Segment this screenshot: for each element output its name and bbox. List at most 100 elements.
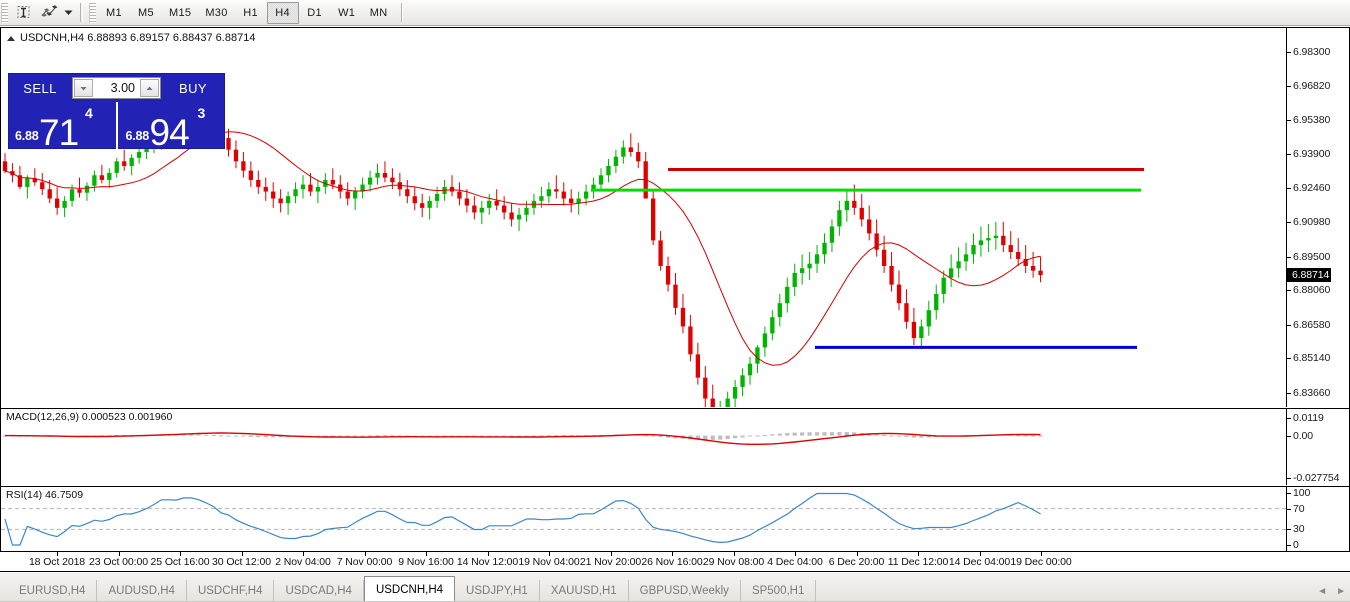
indicators-icon[interactable] [37, 2, 61, 24]
sell-price-quote[interactable]: 6.88 71 4 [9, 102, 116, 149]
rsi-tick [1287, 508, 1291, 510]
timeframe-button-m30[interactable]: M30 [205, 6, 228, 19]
price-tick-label: 6.93900 [1293, 148, 1331, 161]
time-tick [180, 552, 181, 556]
time-axis[interactable]: 18 Oct 2018 23 Oct 00:00 25 Oct 16:00 30 Oc… [0, 552, 1350, 572]
timeframe-button-d1[interactable]: D1 [307, 6, 322, 19]
chart-window: USDCNH,H4 6.88893 6.89157 6.88437 6.8871… [0, 27, 1350, 552]
chart-tab-gbpusd-weekly[interactable]: GBPUSD,Weekly [629, 580, 741, 602]
price-tick-label: 6.95380 [1293, 113, 1331, 126]
rsi-tick [1287, 529, 1291, 531]
chart-tab-usdcad-h4[interactable]: USDCAD,H4 [274, 580, 364, 602]
macd-scale[interactable]: 0.0119 0.00 -0.027754 [1286, 409, 1349, 485]
rsi-plot-area[interactable] [1, 487, 1286, 551]
rsi-tick-label: 100 [1293, 487, 1311, 499]
chevron-down-icon[interactable] [62, 2, 75, 24]
time-tick [426, 552, 427, 556]
time-tick-label: 4 Dec 04:00 [767, 556, 823, 568]
time-tick-label: 11 Dec 12:00 [887, 556, 949, 568]
price-tick-label: 6.88060 [1293, 284, 1331, 297]
time-tick-label: 21 Nov 20:00 [579, 556, 642, 568]
crosshair-cursor-icon[interactable] [11, 2, 35, 24]
price-tick [1287, 52, 1291, 53]
volume-increment-button[interactable] [140, 79, 159, 97]
volume-input[interactable]: 3.00 [94, 78, 139, 98]
price-tick-label: 6.92460 [1293, 181, 1331, 194]
time-tick [918, 552, 919, 556]
timeframe-button-h1[interactable]: H1 [243, 6, 258, 19]
time-tick-label: 14 Nov 12:00 [456, 556, 519, 568]
toolbar-grip-2[interactable] [89, 2, 96, 23]
price-tick [1287, 86, 1291, 88]
macd-tick-label: 0.0119 [1293, 412, 1324, 424]
rsi-tick-label: 0 [1293, 539, 1299, 551]
chart-tab-usdcnh-h4[interactable]: USDCNH,H4 [363, 576, 456, 602]
macd-tick [1287, 435, 1291, 437]
time-tick [856, 552, 858, 556]
price-tick [1287, 187, 1291, 189]
price-tick [1287, 119, 1291, 121]
price-tick-label: 6.98300 [1293, 46, 1331, 58]
one-click-trading-panel[interactable]: SELL 3.00 BUY 6.88 71 [8, 73, 225, 149]
rsi-label: RSI(14) 46.7509 [6, 489, 84, 501]
sell-button[interactable]: SELL [23, 80, 57, 96]
buy-price-big: 94 [149, 112, 190, 149]
chart-tab-usdchf-h4[interactable]: USDCHF,H4 [187, 580, 275, 602]
time-tick-label: 6 Dec 20:00 [828, 556, 885, 568]
candlestick-series [2, 91, 1144, 407]
chart-tab-audusd-h4[interactable]: AUDUSD,H4 [97, 580, 187, 602]
macd-plot-area[interactable] [1, 409, 1286, 485]
buy-button[interactable]: BUY [179, 80, 207, 96]
chart-tab-xauusd-h1[interactable]: XAUUSD,H1 [540, 580, 629, 602]
time-tick-label: 9 Nov 16:00 [398, 556, 454, 568]
time-tick [549, 552, 550, 556]
macd-tick [1287, 418, 1291, 419]
main-toolbar: M1 M5 M15 M30 H1 H4 D1 W1 MN [0, 0, 1350, 26]
macd-tick [1287, 478, 1291, 479]
timeframe-button-h4[interactable]: H4 [266, 1, 299, 24]
volume-decrement-button[interactable] [74, 79, 93, 97]
tab-scroll-right-icon[interactable]: ► [1336, 586, 1346, 597]
time-tick-label: 29 Nov 08:00 [702, 556, 765, 568]
timeframe-button-mn[interactable]: MN [369, 6, 388, 19]
timeframe-button-w1[interactable]: W1 [338, 6, 356, 19]
timeframe-button-m15[interactable]: M15 [169, 6, 192, 19]
buy-price-quote[interactable]: 6.88 94 3 [115, 102, 225, 149]
tab-scroll-controls[interactable]: ◄ ► [1317, 586, 1346, 597]
macd-label: MACD(12,26,9) 0.000523 0.001960 [6, 411, 173, 423]
time-tick-label: 23 Oct 00:00 [89, 556, 148, 568]
current-price-tag: 6.88714 [1287, 267, 1332, 282]
toolbar-separator [80, 3, 83, 22]
time-tick [672, 552, 673, 556]
sell-price-big: 71 [39, 112, 79, 149]
time-tick-label: 7 Nov 00:00 [336, 556, 393, 568]
rsi-pane[interactable]: RSI(14) 46.7509 100 70 30 0 [1, 486, 1349, 551]
price-tick-label: 6.96820 [1293, 80, 1331, 93]
price-scale[interactable]: 6.98300 6.96820 6.95380 6.93900 6.92460 6.909… [1286, 28, 1349, 432]
price-tick [1287, 324, 1291, 326]
macd-pane[interactable]: MACD(12,26,9) 0.000523 0.001960 0.0119 0.… [1, 408, 1349, 485]
toolbar-grip-1[interactable] [1, 2, 8, 23]
time-tick-label: 2 Nov 04:00 [275, 556, 331, 568]
price-tick-label: 6.86580 [1293, 318, 1331, 331]
time-tick [979, 552, 981, 556]
sell-price-prefix: 6.88 [15, 129, 39, 143]
chart-tab-sp500-h1[interactable]: SP500,H1 [741, 580, 817, 602]
price-plot-area[interactable] [1, 28, 1286, 407]
time-tick [118, 552, 120, 556]
time-tick [1041, 552, 1042, 556]
timeframe-button-m5[interactable]: M5 [138, 6, 154, 19]
volume-stepper[interactable]: 3.00 [72, 77, 161, 99]
time-tick [733, 552, 735, 556]
price-pane[interactable]: USDCNH,H4 6.88893 6.89157 6.88437 6.8871… [1, 28, 1349, 432]
time-tick-label: 30 Oct 12:00 [212, 556, 271, 568]
chart-tab-eurusd-h4[interactable]: EURUSD,H4 [8, 580, 98, 602]
octp-controls-row: SELL 3.00 BUY [9, 74, 224, 102]
time-tick-label: 26 Nov 16:00 [641, 556, 703, 568]
price-tick-label: 6.83660 [1293, 386, 1331, 399]
timeframe-button-m1[interactable]: M1 [106, 6, 122, 19]
chart-tab-usdjpy-h1[interactable]: USDJPY,H1 [455, 580, 540, 602]
tab-scroll-left-icon[interactable]: ◄ [1317, 586, 1328, 597]
sell-price-fraction: 4 [85, 105, 93, 121]
rsi-scale[interactable]: 100 70 30 0 [1286, 487, 1349, 551]
